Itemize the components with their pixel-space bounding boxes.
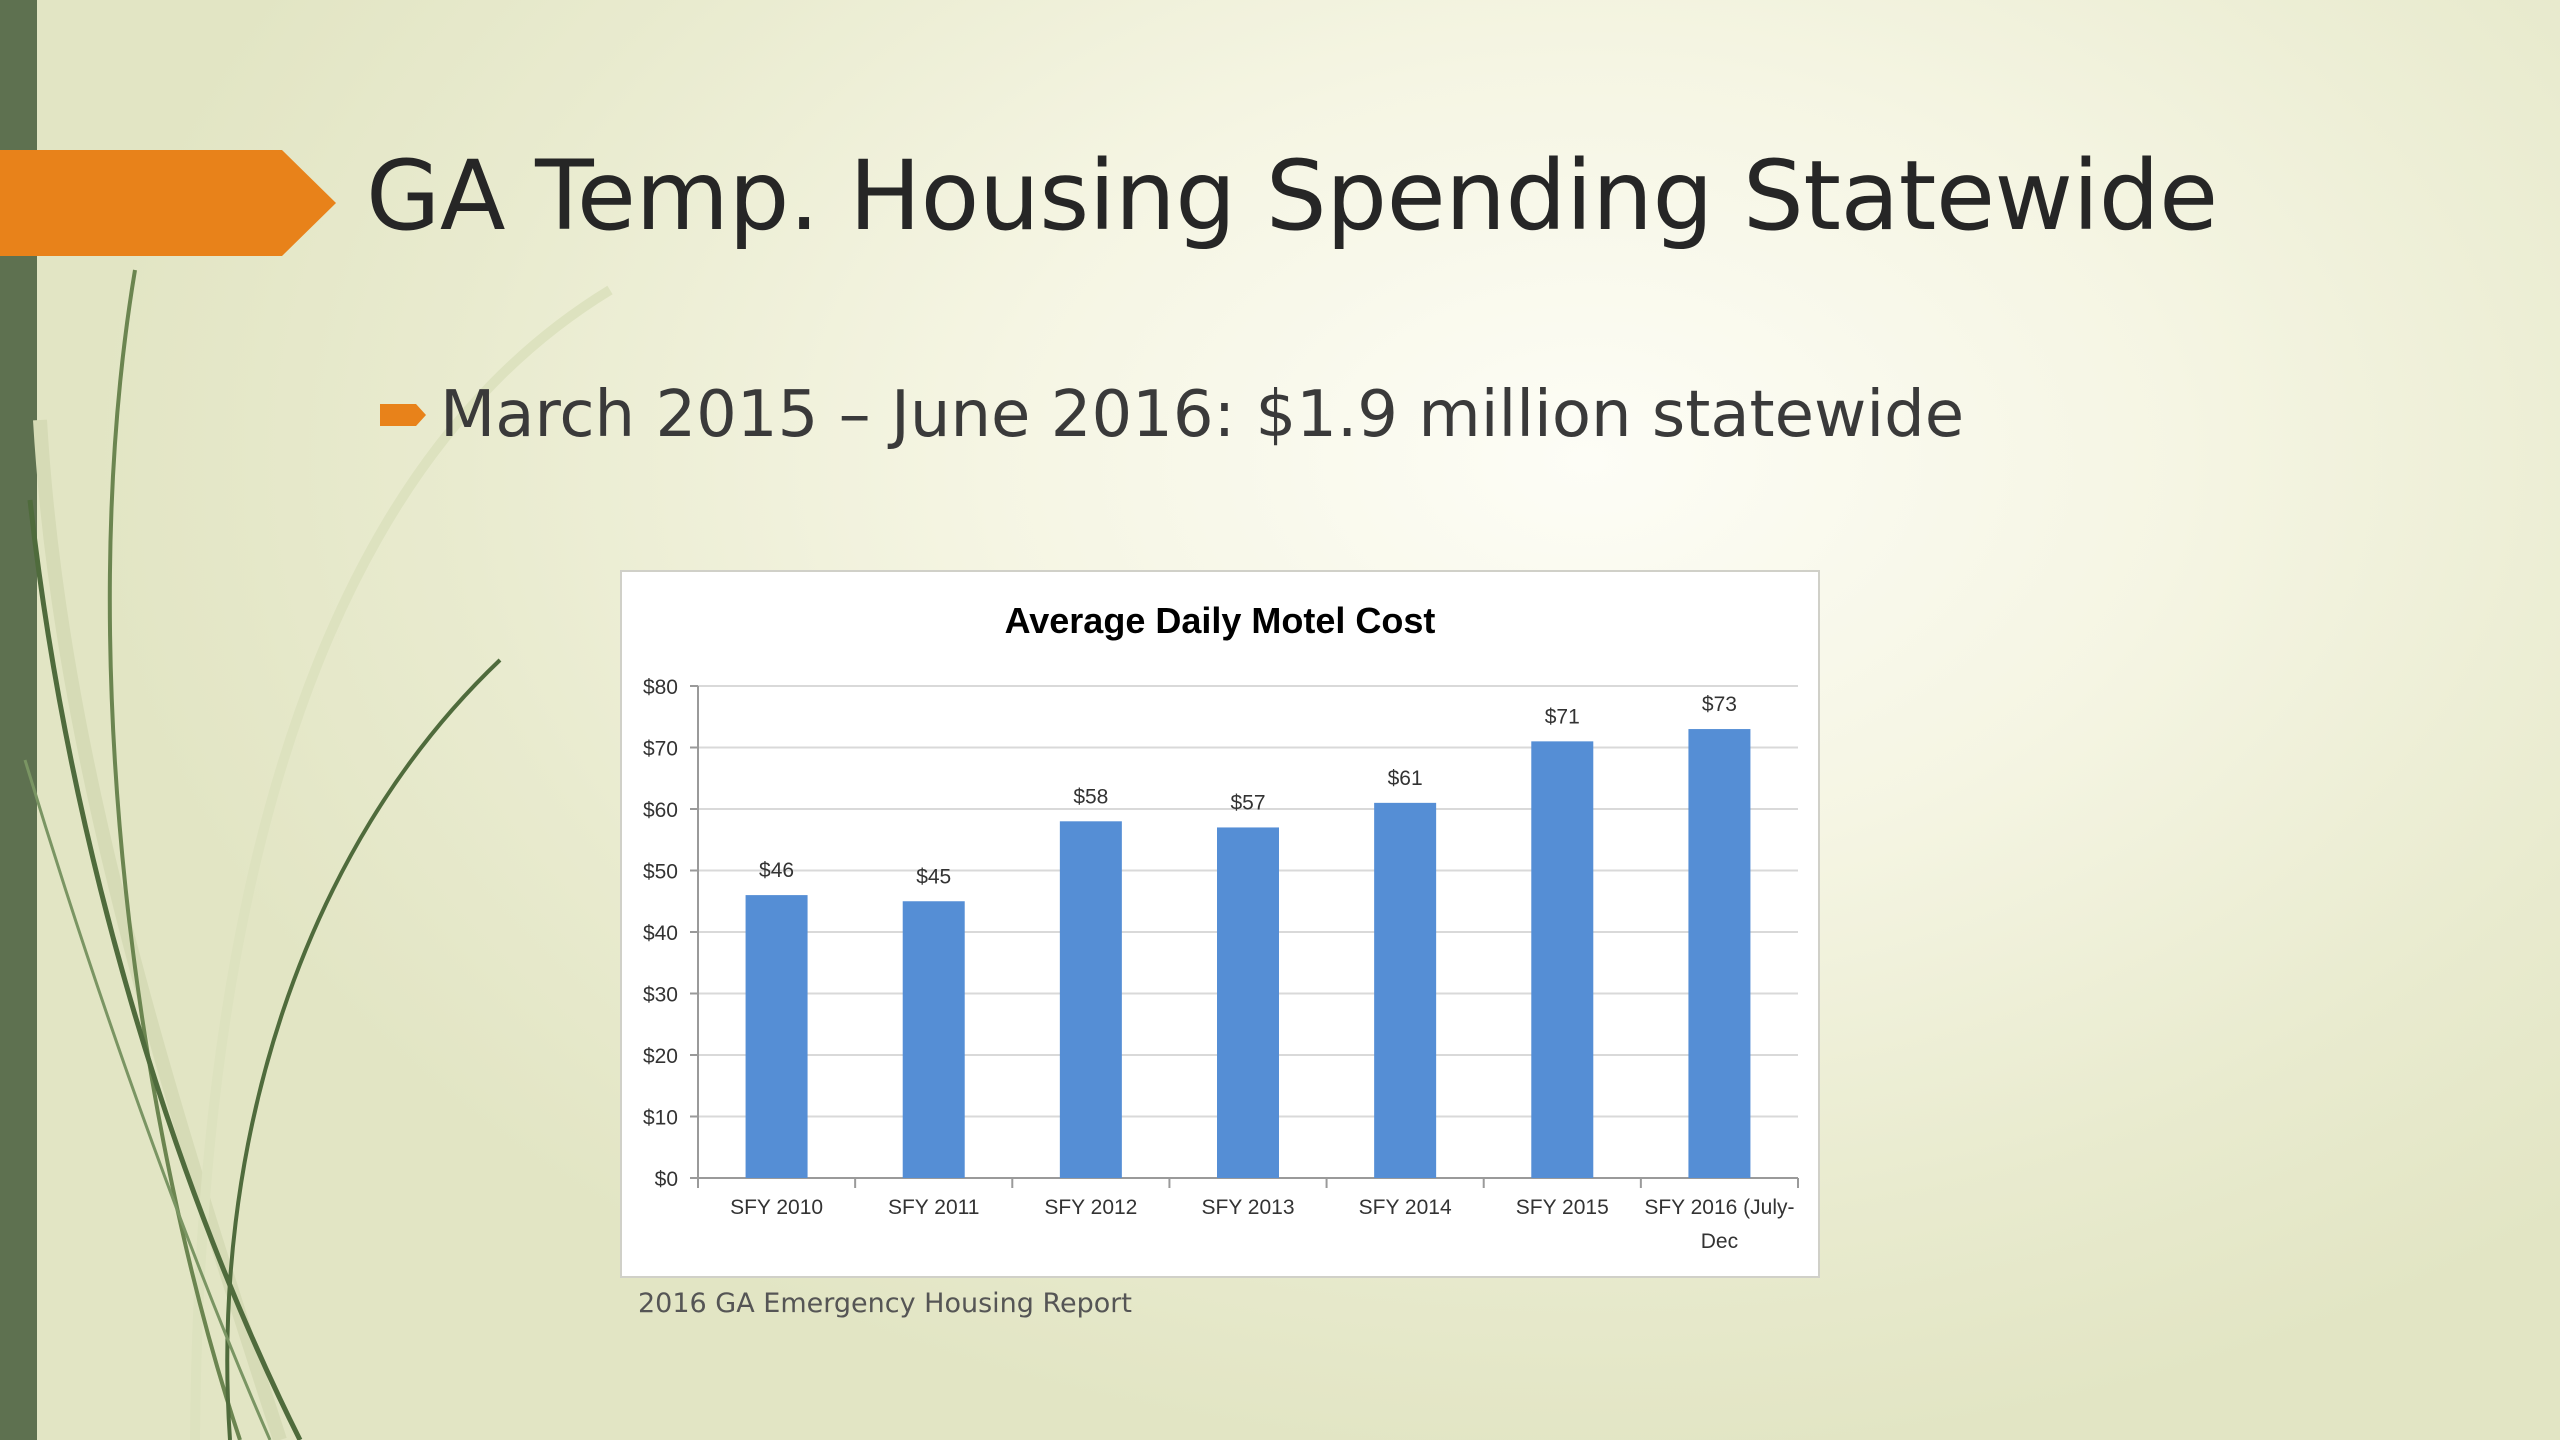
bullet-arrow-icon [380,404,426,426]
data-label: $61 [1388,767,1423,790]
decorative-grass-swoosh [23,269,613,1440]
data-label: $57 [1230,791,1265,814]
data-label: $73 [1702,693,1737,716]
x-tick-label: SFY 2014 [1359,1196,1452,1219]
y-tick-label: $80 [643,676,678,699]
data-label: $71 [1545,705,1580,728]
y-tick-label: $10 [643,1107,678,1130]
y-tick-label: $30 [643,984,678,1007]
x-tick-label: SFY 2010 [730,1196,823,1219]
y-tick-label: $70 [643,738,678,761]
bar-sfy-2015 [1531,741,1594,1178]
bullet-item: March 2015 – June 2016: $1.9 million sta… [380,378,1964,452]
y-tick-label: $0 [655,1168,678,1191]
x-tick-label: SFY 2013 [1201,1196,1294,1219]
data-label: $46 [759,859,794,882]
title-arrow-icon [0,150,336,256]
bullet-text: March 2015 – June 2016: $1.9 million sta… [440,378,1965,452]
slide-title: GA Temp. Housing Spending Statewide [366,140,2218,252]
x-tick-label: SFY 2016 (July-Dec [1644,1196,1794,1253]
chart-panel: Average Daily Motel Cost $0 $10 $20 $30 $40 $… [620,570,1820,1278]
bar-sfy-2014 [1374,802,1437,1178]
x-tick-label: SFY 2011 [888,1196,979,1219]
source-caption: 2016 GA Emergency Housing Report [638,1288,1132,1319]
y-tick-label: $60 [643,799,678,822]
y-tick-label: $20 [643,1045,678,1068]
data-label: $58 [1073,785,1108,808]
bar-sfy-2016-july-dec [1688,729,1751,1178]
bar-sfy-2011 [902,901,965,1178]
bar-chart: $0 $10 $20 $30 $40 $50 $60 $70 $80 $46 SFY 2010 $45… [643,676,1799,1253]
data-label: $45 [916,865,951,888]
bar-sfy-2013 [1217,827,1279,1178]
x-tick-label: SFY 2015 [1516,1196,1609,1219]
x-tick-label: SFY 2012 [1044,1196,1137,1219]
y-tick-label: $50 [643,861,678,884]
bar-sfy-2012 [1059,821,1122,1178]
y-tick-label: $40 [643,922,678,945]
chart-title: Average Daily Motel Cost [1004,600,1436,641]
bar-sfy-2010 [745,895,808,1178]
